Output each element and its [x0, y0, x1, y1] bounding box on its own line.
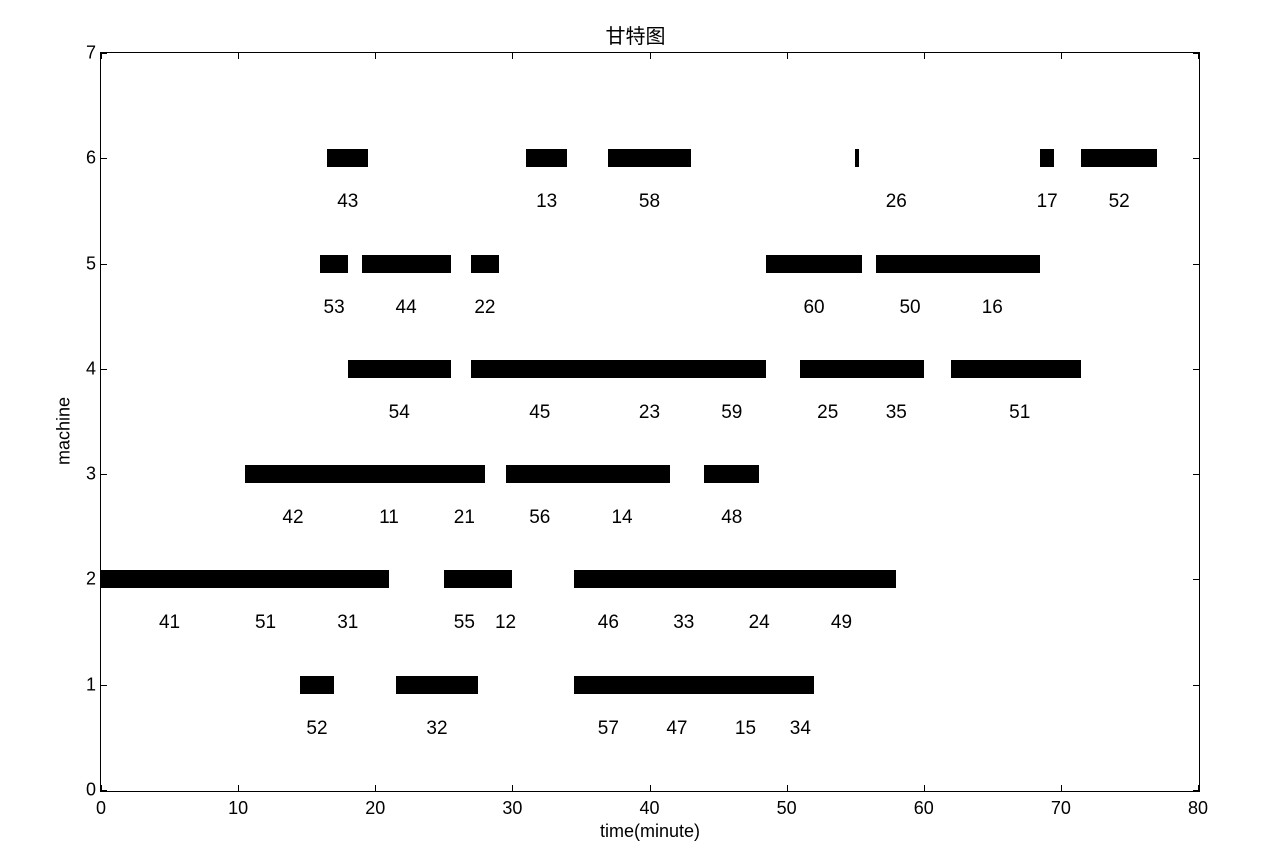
gantt-bar-label: 13	[536, 191, 557, 213]
x-tick-label: 0	[96, 798, 106, 819]
gantt-bar-label: 51	[255, 612, 276, 634]
gantt-bar	[471, 360, 766, 378]
gantt-bar-label: 45	[529, 402, 550, 424]
gantt-bar	[362, 255, 451, 273]
gantt-bar	[951, 360, 1081, 378]
gantt-bar-label: 59	[721, 402, 742, 424]
gantt-bar	[574, 570, 896, 588]
gantt-bar-label: 17	[1037, 191, 1058, 213]
gantt-bar-label: 48	[721, 507, 742, 529]
gantt-bar-label: 22	[474, 297, 495, 319]
y-axis-label: machine	[54, 397, 75, 465]
gantt-bar	[855, 149, 859, 167]
gantt-bar-label: 42	[282, 507, 303, 529]
gantt-bar	[396, 676, 478, 694]
gantt-bar-label: 54	[389, 402, 410, 424]
y-tick-label: 1	[71, 674, 96, 695]
y-tick-label: 3	[71, 464, 96, 485]
y-tick-label: 5	[71, 253, 96, 274]
gantt-chart: 甘特图 machine 0123456701020304050607080523…	[20, 20, 1251, 842]
gantt-bar	[348, 360, 451, 378]
gantt-bar	[245, 465, 485, 483]
gantt-bar	[574, 676, 814, 694]
gantt-bar-label: 41	[159, 612, 180, 634]
gantt-bar	[704, 465, 759, 483]
gantt-bar	[1040, 149, 1054, 167]
gantt-bar-label: 32	[426, 718, 447, 740]
gantt-bar-label: 44	[396, 297, 417, 319]
gantt-bar-label: 50	[899, 297, 920, 319]
gantt-bar	[444, 570, 513, 588]
x-tick-label: 50	[777, 798, 797, 819]
x-tick-label: 30	[502, 798, 522, 819]
y-tick-label: 6	[71, 148, 96, 169]
x-tick-label: 10	[228, 798, 248, 819]
plot-area: 0123456701020304050607080523257471534415…	[100, 52, 1200, 792]
gantt-bar-label: 31	[337, 612, 358, 634]
gantt-bar	[766, 255, 862, 273]
x-tick-label: 70	[1051, 798, 1071, 819]
gantt-bar	[101, 570, 389, 588]
gantt-bar-label: 12	[495, 612, 516, 634]
gantt-bar	[506, 465, 671, 483]
gantt-bar-label: 11	[379, 507, 399, 529]
gantt-bar-label: 14	[611, 507, 632, 529]
gantt-bar-label: 24	[749, 612, 770, 634]
x-tick-label: 80	[1188, 798, 1208, 819]
gantt-bar	[327, 149, 368, 167]
gantt-bar	[526, 149, 567, 167]
gantt-bar	[608, 149, 690, 167]
gantt-bar-label: 60	[803, 297, 824, 319]
gantt-bar-label: 56	[529, 507, 550, 529]
gantt-bar	[300, 676, 334, 694]
gantt-bar-label: 34	[790, 718, 811, 740]
gantt-bar-label: 47	[666, 718, 687, 740]
gantt-bar-label: 26	[886, 191, 907, 213]
x-tick-label: 20	[365, 798, 385, 819]
gantt-bar-label: 52	[1109, 191, 1130, 213]
y-tick-label: 4	[71, 358, 96, 379]
gantt-bar	[800, 360, 923, 378]
y-tick-label: 0	[71, 780, 96, 801]
gantt-bar	[876, 255, 1041, 273]
gantt-bar-label: 57	[598, 718, 619, 740]
gantt-bar-label: 58	[639, 191, 660, 213]
gantt-bar-label: 43	[337, 191, 358, 213]
x-tick-label: 40	[639, 798, 659, 819]
gantt-bar-label: 25	[817, 402, 838, 424]
gantt-bar-label: 52	[306, 718, 327, 740]
gantt-bar-label: 33	[673, 612, 694, 634]
gantt-bar	[471, 255, 498, 273]
y-tick-label: 2	[71, 569, 96, 590]
gantt-bar-label: 55	[454, 612, 475, 634]
x-tick-label: 60	[914, 798, 934, 819]
gantt-bar-label: 21	[454, 507, 475, 529]
gantt-bar-label: 15	[735, 718, 756, 740]
gantt-bar-label: 23	[639, 402, 660, 424]
gantt-bar	[1081, 149, 1156, 167]
chart-title: 甘特图	[20, 20, 1251, 49]
gantt-bar-label: 49	[831, 612, 852, 634]
gantt-bar-label: 35	[886, 402, 907, 424]
y-tick-label: 7	[71, 43, 96, 64]
gantt-bar-label: 16	[982, 297, 1003, 319]
gantt-bar-label: 51	[1009, 402, 1030, 424]
gantt-bar	[320, 255, 347, 273]
gantt-bar-label: 53	[324, 297, 345, 319]
gantt-bar-label: 46	[598, 612, 619, 634]
x-axis-label: time(minute)	[100, 821, 1200, 842]
